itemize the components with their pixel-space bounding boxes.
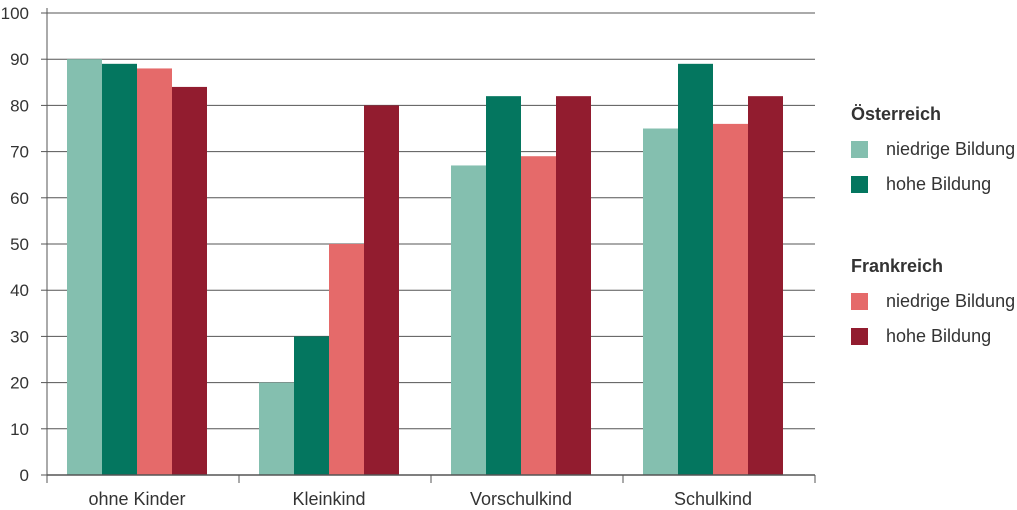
bar bbox=[259, 382, 294, 475]
y-tick-label: 30 bbox=[10, 327, 29, 346]
legend: Österreich niedrige Bildung hohe Bildung… bbox=[851, 100, 1017, 404]
y-tick-label: 10 bbox=[10, 420, 29, 439]
y-tick-label: 90 bbox=[10, 50, 29, 69]
y-tick-label: 60 bbox=[10, 189, 29, 208]
bar bbox=[678, 63, 713, 475]
bar bbox=[748, 96, 783, 475]
y-tick-label: 0 bbox=[20, 466, 29, 485]
legend-label: niedrige Bildung bbox=[886, 138, 1016, 159]
y-tick-label: 80 bbox=[10, 96, 29, 115]
legend-label: hohe Bildung bbox=[886, 325, 992, 346]
legend-item: niedrige Bildung bbox=[851, 136, 1017, 162]
legend-swatch bbox=[851, 175, 868, 193]
bar bbox=[137, 68, 172, 475]
legend-group-title: Österreich bbox=[851, 104, 942, 124]
bar bbox=[172, 86, 207, 476]
x-tick-label: Vorschulkind bbox=[470, 489, 572, 509]
y-tick-label: 100 bbox=[1, 4, 29, 23]
y-tick-label: 50 bbox=[10, 235, 29, 254]
x-tick-labels: ohne Kinder Kleinkind Vorschulkind Schulkin… bbox=[88, 489, 752, 509]
bar bbox=[713, 123, 748, 475]
legend-group-oesterreich: Österreich niedrige Bildung hohe Bildung bbox=[851, 100, 1017, 197]
bar bbox=[486, 96, 521, 475]
bar bbox=[451, 165, 486, 475]
y-tick-labels: 0 10 20 30 40 50 60 70 80 90 100 bbox=[1, 4, 29, 485]
legend-swatch bbox=[851, 140, 868, 158]
bar bbox=[556, 96, 591, 475]
axes bbox=[41, 8, 816, 483]
x-tick-label: Kleinkind bbox=[292, 489, 365, 509]
y-tick-label: 70 bbox=[10, 143, 29, 162]
bar bbox=[294, 336, 329, 475]
legend-item: niedrige Bildung bbox=[851, 288, 1017, 314]
bar bbox=[329, 244, 364, 475]
legend-swatch bbox=[851, 327, 868, 345]
legend-group-frankreich: Frankreich niedrige Bildung hohe Bildung bbox=[851, 252, 1017, 349]
y-tick-label: 20 bbox=[10, 374, 29, 393]
x-tick-label: Schulkind bbox=[674, 489, 752, 509]
legend-label: niedrige Bildung bbox=[886, 290, 1016, 311]
y-tick-label: 40 bbox=[10, 281, 29, 300]
bar bbox=[521, 156, 556, 475]
bar bbox=[67, 59, 102, 475]
bar bbox=[643, 128, 678, 475]
legend-swatch bbox=[851, 292, 868, 310]
legend-item: hohe Bildung bbox=[851, 171, 1017, 197]
legend-item: hohe Bildung bbox=[851, 323, 1017, 349]
legend-group-title: Frankreich bbox=[851, 256, 944, 276]
bar bbox=[102, 63, 137, 475]
x-tick-label: ohne Kinder bbox=[88, 489, 185, 509]
legend-label: hohe Bildung bbox=[886, 173, 992, 194]
bar bbox=[364, 105, 399, 476]
bars bbox=[67, 59, 783, 476]
